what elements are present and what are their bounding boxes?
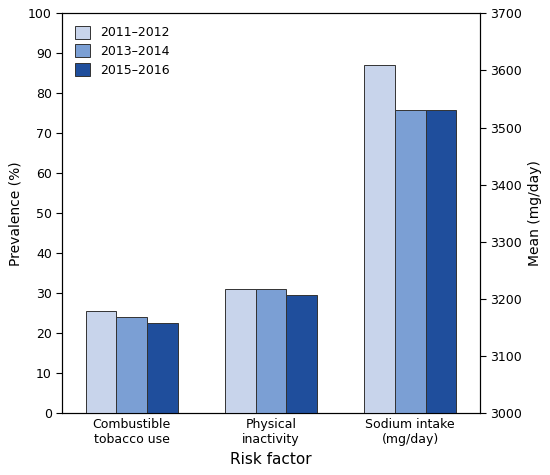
Bar <box>256 289 287 413</box>
Bar <box>147 323 178 413</box>
Bar <box>364 65 395 413</box>
Y-axis label: Prevalence (%): Prevalence (%) <box>8 161 23 266</box>
Bar <box>395 111 426 413</box>
Y-axis label: Mean (mg/day): Mean (mg/day) <box>527 161 542 266</box>
Bar <box>225 289 256 413</box>
Bar <box>86 311 117 413</box>
Bar <box>287 295 317 413</box>
Bar <box>117 317 147 413</box>
Legend: 2011–2012, 2013–2014, 2015–2016: 2011–2012, 2013–2014, 2015–2016 <box>68 19 175 83</box>
X-axis label: Risk factor: Risk factor <box>230 452 312 466</box>
Bar <box>426 111 456 413</box>
